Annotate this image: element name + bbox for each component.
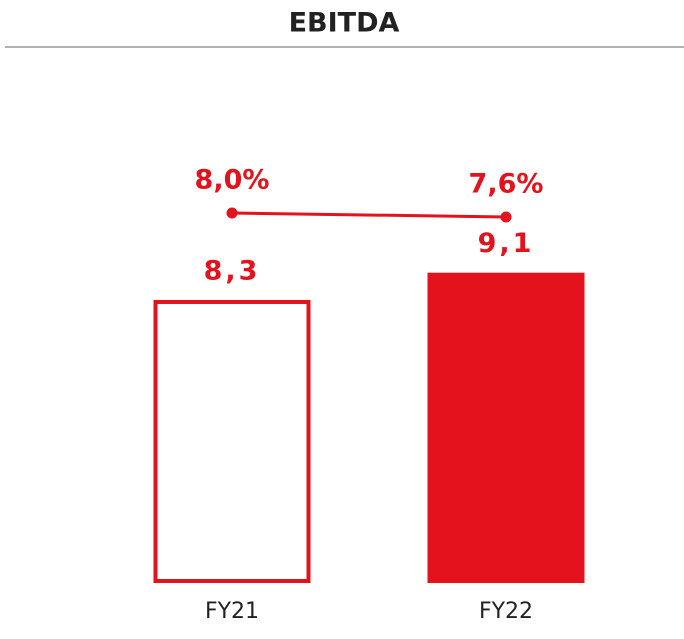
margin-value-label: 7,6%	[469, 169, 544, 200]
margin-value-label: 8,0%	[195, 165, 270, 196]
bar-value-label: 9,1	[478, 228, 535, 259]
x-tick-label: FY21	[205, 599, 259, 624]
margin-point	[500, 211, 512, 223]
margin-line	[231, 211, 507, 219]
bar	[153, 299, 311, 583]
bar-value-label: 8,3	[204, 255, 261, 286]
bar	[427, 272, 585, 583]
x-tick-label: FY22	[479, 599, 533, 624]
margin-point	[226, 207, 238, 219]
chart-title: EBITDA	[289, 8, 400, 39]
